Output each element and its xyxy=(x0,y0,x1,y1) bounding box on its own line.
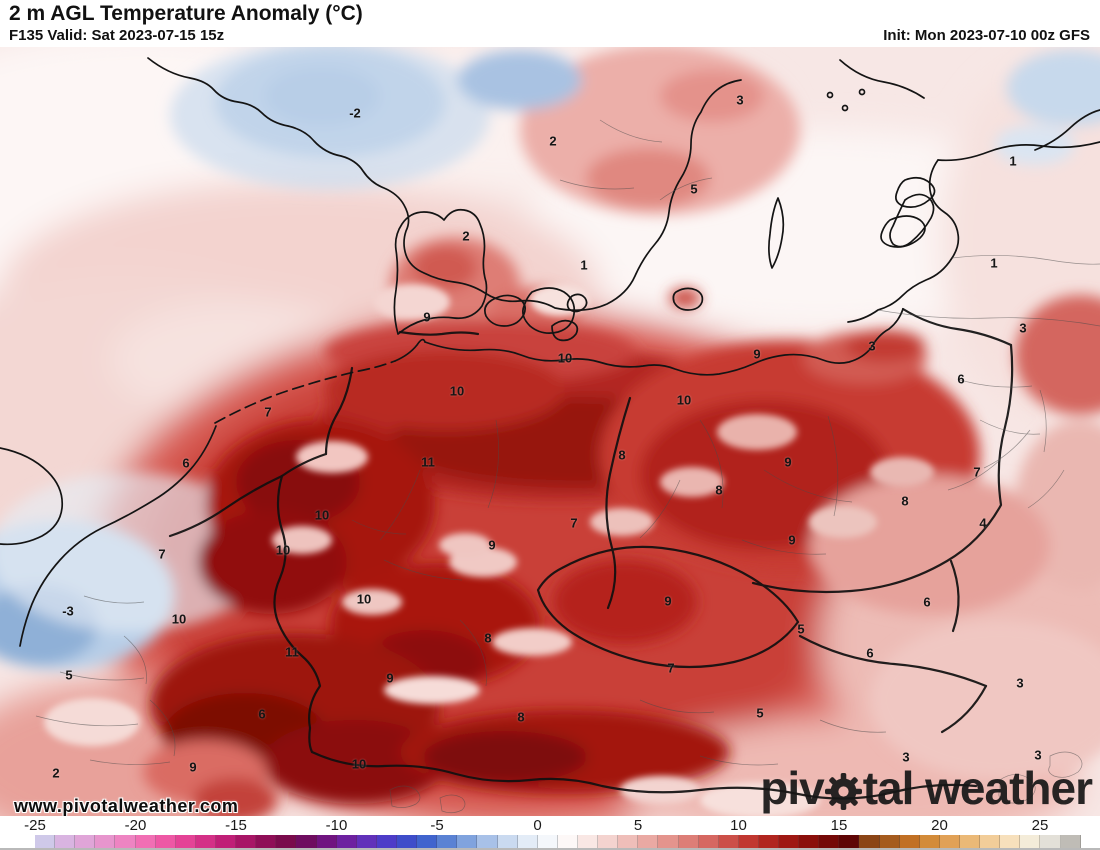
colorbar-tick-label: 15 xyxy=(830,817,848,834)
colorbar-cell xyxy=(658,835,679,848)
colorbar-cell xyxy=(1020,835,1041,848)
logo-text-post: tal weather xyxy=(862,762,1093,814)
map-area xyxy=(0,47,1100,817)
colorbar-tick-label: -10 xyxy=(325,817,348,834)
colorbar-tick-label: 25 xyxy=(1031,817,1049,834)
colorbar-tick-label: -5 xyxy=(430,817,444,834)
colorbar xyxy=(35,835,1081,848)
init-time-label: Init: Mon 2023-07-10 00z GFS xyxy=(883,27,1090,44)
colorbar-cell xyxy=(980,835,1001,848)
colorbar-cell xyxy=(618,835,639,848)
colorbar-cell xyxy=(738,835,759,848)
colorbar-cell xyxy=(799,835,820,848)
colorbar-cell xyxy=(899,835,920,848)
colorbar-cell xyxy=(919,835,940,848)
colorbar-tick-label: 5 xyxy=(633,817,643,834)
colorbar-cell xyxy=(1000,835,1021,848)
logo-text-pre: piv xyxy=(760,762,824,814)
colorbar-cell xyxy=(95,835,116,848)
colorbar-cell xyxy=(758,835,780,848)
colorbar-cell xyxy=(678,835,699,848)
colorbar-cell xyxy=(256,835,277,848)
gear-icon xyxy=(824,772,862,810)
colorbar-cell xyxy=(598,835,619,848)
pivotal-weather-logo: piv tal weather xyxy=(760,762,1093,814)
colorbar-cell xyxy=(497,835,518,848)
colorbar-cell xyxy=(195,835,216,848)
valid-time-label: F135 Valid: Sat 2023-07-15 15z xyxy=(9,27,225,44)
colorbar-cell xyxy=(859,835,880,848)
colorbar-cell xyxy=(779,835,800,848)
colorbar-tick-label: -15 xyxy=(225,817,247,834)
colorbar-cell xyxy=(155,835,176,848)
colorbar-cell xyxy=(960,835,981,848)
header: 2 m AGL Temperature Anomaly (°C) F135 Va… xyxy=(0,0,1100,47)
colorbar-cell xyxy=(376,835,397,848)
watermark: www.pivotalweather.com xyxy=(14,796,239,816)
colorbar-tick-label: -25 xyxy=(24,817,46,834)
colorbar-cell xyxy=(55,835,76,848)
colorbar-cell xyxy=(135,835,156,848)
colorbar-cell xyxy=(316,835,337,848)
colorbar-cell xyxy=(537,835,558,848)
anomaly-map xyxy=(0,47,1100,816)
colorbar-cell xyxy=(457,835,478,848)
colorbar-cell xyxy=(577,835,599,848)
page-title: 2 m AGL Temperature Anomaly (°C) xyxy=(9,2,363,25)
colorbar-cell xyxy=(1040,835,1061,848)
colorbar-cell xyxy=(819,835,840,848)
colorbar-cell xyxy=(718,835,739,848)
colorbar-cell xyxy=(296,835,317,848)
colorbar-cell xyxy=(75,835,96,848)
colorbar-cell xyxy=(1060,835,1081,848)
colorbar-cell xyxy=(175,835,196,848)
colorbar-cell xyxy=(356,835,377,848)
colorbar-cell xyxy=(939,835,961,848)
colorbar-tick-label: -20 xyxy=(124,817,147,834)
colorbar-tick-label: 20 xyxy=(931,817,948,834)
colorbar-tick-label: 10 xyxy=(730,817,747,834)
colorbar-tick-label: 0 xyxy=(533,817,542,834)
colorbar-cell xyxy=(35,835,56,848)
colorbar-cell xyxy=(698,835,719,848)
colorbar-baseline xyxy=(0,848,1100,850)
colorbar-cell xyxy=(396,835,418,848)
colorbar-cell xyxy=(215,835,237,848)
colorbar-cell xyxy=(437,835,458,848)
colorbar-cell xyxy=(236,835,257,848)
colorbar-cell xyxy=(879,835,900,848)
colorbar-ticks: -25 -20 -15 -10 -5 0 5 10 15 20 25 xyxy=(0,816,1100,835)
colorbar-cell xyxy=(276,835,297,848)
colorbar-cell xyxy=(417,835,438,848)
colorbar-cell xyxy=(839,835,860,848)
colorbar-cell xyxy=(336,835,357,848)
colorbar-cell xyxy=(115,835,136,848)
colorbar-cell xyxy=(557,835,578,848)
colorbar-cell xyxy=(517,835,538,848)
colorbar-cell xyxy=(477,835,498,848)
colorbar-cell xyxy=(638,835,659,848)
